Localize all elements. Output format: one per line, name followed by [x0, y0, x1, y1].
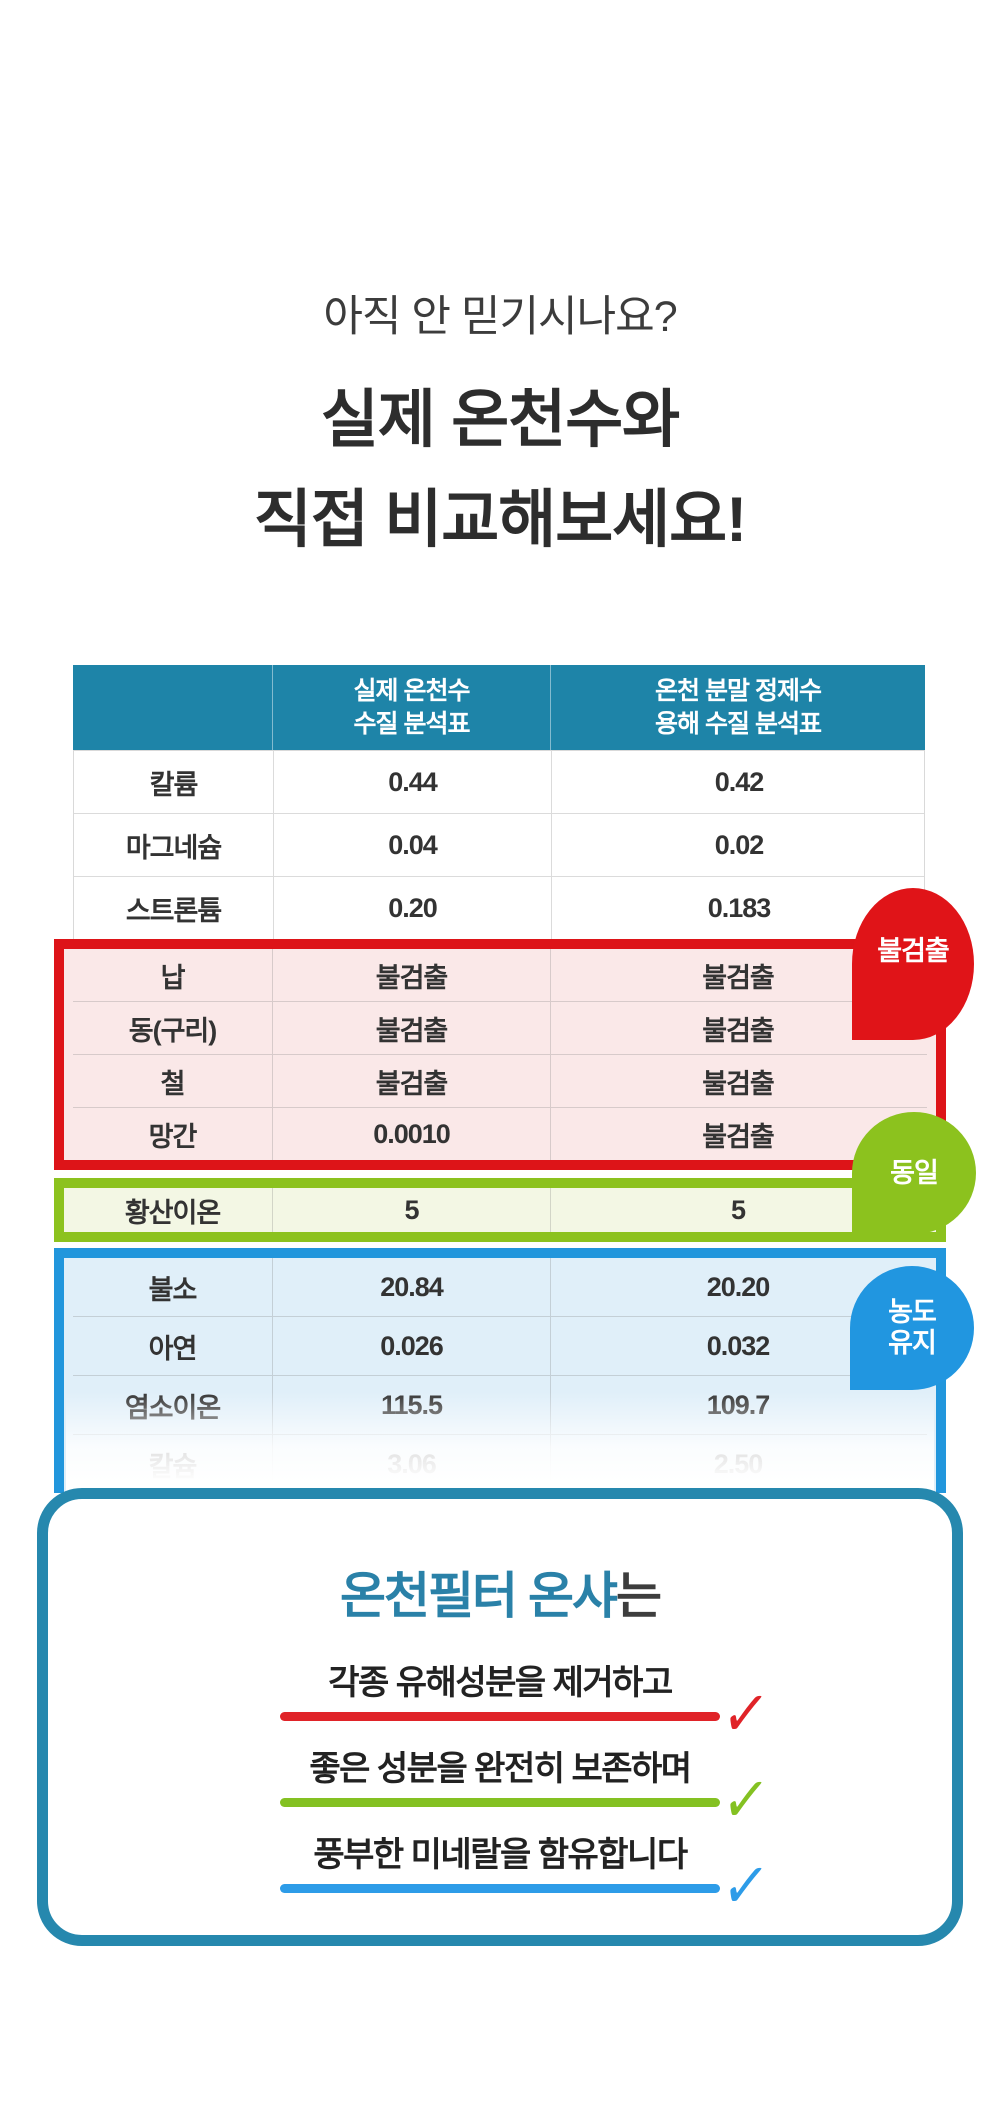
- underline-stroke: [280, 1712, 720, 1721]
- check-icon: ✓: [717, 1851, 773, 1921]
- table-header-actual-spring: 실제 온천수 수질 분석표: [272, 665, 550, 750]
- param-name: 마그네슘: [125, 832, 222, 863]
- param-value: 20.84: [272, 1258, 550, 1316]
- param-name: 불소: [148, 1274, 198, 1305]
- underline-stroke: [280, 1884, 720, 1893]
- table-row: 마그네슘 0.04 0.02: [74, 813, 924, 876]
- param-value: 불검출: [550, 949, 925, 1001]
- param-name: 망간: [148, 1121, 198, 1152]
- table-section-same: 황산이온 5 5: [54, 1178, 946, 1242]
- summary-item: 각종 유해성분을 제거하고 ✓: [280, 1663, 773, 1749]
- param-name: 황산이온: [124, 1197, 221, 1228]
- table-row: 칼륨 0.44 0.42: [74, 751, 924, 813]
- summary-title-brand: 온천필터 온샤: [340, 1568, 618, 1624]
- param-value: 0.183: [551, 877, 926, 939]
- param-value: 0.20: [273, 877, 551, 939]
- param-value: 20.20: [550, 1258, 925, 1316]
- table-row: 황산이온 5 5: [73, 1188, 927, 1232]
- param-value: 불검출: [550, 1055, 925, 1107]
- summary-title-suffix: 는: [615, 1568, 662, 1624]
- headline-subtitle: 아직 안 믿기시나요?: [323, 293, 677, 341]
- summary-item-text: 각종 유해성분을 제거하고: [328, 1664, 673, 1702]
- summary-item-underline-wrap: ✓: [280, 1680, 773, 1749]
- comparison-table: 실제 온천수 수질 분석표 온천 분말 정제수 용해 수질 분석표 칼륨 0.44…: [54, 665, 946, 1493]
- table-row: 철 불검출 불검출: [73, 1054, 927, 1107]
- badge-label: 동일: [890, 1157, 939, 1188]
- param-value: 불검출: [550, 1002, 925, 1054]
- underline-stroke: [280, 1798, 720, 1807]
- table-row: 불소 20.84 20.20: [73, 1258, 927, 1316]
- headline-title-line1: 실제 온천수와: [320, 385, 680, 455]
- param-name: 칼륨: [149, 769, 199, 800]
- table-section-plain: 칼륨 0.44 0.42 마그네슘 0.04 0.02 스트론튬 0.20 0.183: [73, 750, 925, 939]
- param-name: 아연: [148, 1333, 198, 1364]
- table-row: 납 불검출 불검출: [73, 949, 927, 1001]
- param-value: 0.026: [272, 1317, 550, 1375]
- param-value: 불검출: [550, 1108, 925, 1160]
- param-name: 스트론튬: [125, 895, 222, 926]
- table-header-row: 실제 온천수 수질 분석표 온천 분말 정제수 용해 수질 분석표: [73, 665, 925, 750]
- param-value: 5: [272, 1188, 550, 1232]
- summary-item-underline-wrap: ✓: [280, 1766, 773, 1835]
- badge-label: 유지: [888, 1328, 937, 1358]
- badge-same: 동일: [852, 1112, 976, 1234]
- summary-item-text: 풍부한 미네랄을 함유합니다: [313, 1836, 688, 1874]
- table-section-not-detected: 납 불검출 불검출 동(구리) 불검출 불검출 철 불검출 불검출 망간 0.0010 불검출: [54, 939, 946, 1170]
- param-value: 불검출: [272, 949, 550, 1001]
- table-fade-overlay: [66, 1392, 934, 1494]
- badge-concentration-kept: 농도 유지: [850, 1266, 974, 1390]
- table-header-text: 용해 수질 분석표: [655, 709, 822, 738]
- param-value: 0.02: [551, 814, 926, 876]
- table-header-text: 실제 온천수: [353, 676, 471, 705]
- param-value: 5: [550, 1188, 925, 1232]
- check-icon: ✓: [717, 1765, 773, 1835]
- table-row: 아연 0.026 0.032: [73, 1316, 927, 1375]
- param-value: 0.0010: [272, 1108, 550, 1160]
- summary-title: 온천필터 온샤는: [340, 1567, 662, 1625]
- param-name: 납: [160, 962, 186, 993]
- summary-items: 각종 유해성분을 제거하고 ✓ 좋은 성분을 완전히 보존하며 ✓ 풍부한 미네랄을 함…: [280, 1625, 773, 1921]
- param-value: 0.44: [273, 751, 551, 813]
- headline-title-line2: 직접 비교해보세요!: [253, 485, 747, 555]
- summary-item-text: 좋은 성분을 완전히 보존하며: [309, 1750, 692, 1788]
- param-value: 불검출: [272, 1055, 550, 1107]
- param-name: 철: [160, 1068, 186, 1099]
- table-row: 망간 0.0010 불검출: [73, 1107, 927, 1160]
- table-row: 동(구리) 불검출 불검출: [73, 1001, 927, 1054]
- check-icon: ✓: [717, 1679, 773, 1749]
- headline: 아직 안 믿기시나요? 실제 온천수와 직접 비교해보세요!: [0, 282, 1000, 570]
- param-value: 0.04: [273, 814, 551, 876]
- table-row: 스트론튬 0.20 0.183: [74, 876, 924, 939]
- badge-not-detected: 불검출: [852, 888, 974, 1040]
- table-header-text: 온천 분말 정제수: [655, 676, 822, 705]
- summary-box: 온천필터 온샤는 각종 유해성분을 제거하고 ✓ 좋은 성분을 완전히 보존하며 ✓ 풍…: [37, 1488, 963, 1946]
- summary-item: 풍부한 미네랄을 함유합니다 ✓: [280, 1835, 773, 1921]
- param-value: 불검출: [272, 1002, 550, 1054]
- badge-label: 불검출: [877, 935, 950, 966]
- param-name: 동(구리): [128, 1015, 218, 1046]
- summary-item: 좋은 성분을 완전히 보존하며 ✓: [280, 1749, 773, 1835]
- table-header-text: 수질 분석표: [353, 709, 471, 738]
- summary-item-underline-wrap: ✓: [280, 1852, 773, 1921]
- param-value: 0.032: [550, 1317, 925, 1375]
- param-value: 0.42: [551, 751, 926, 813]
- table-header-powder-water: 온천 분말 정제수 용해 수질 분석표: [550, 665, 925, 750]
- badge-label: 농도: [888, 1297, 937, 1327]
